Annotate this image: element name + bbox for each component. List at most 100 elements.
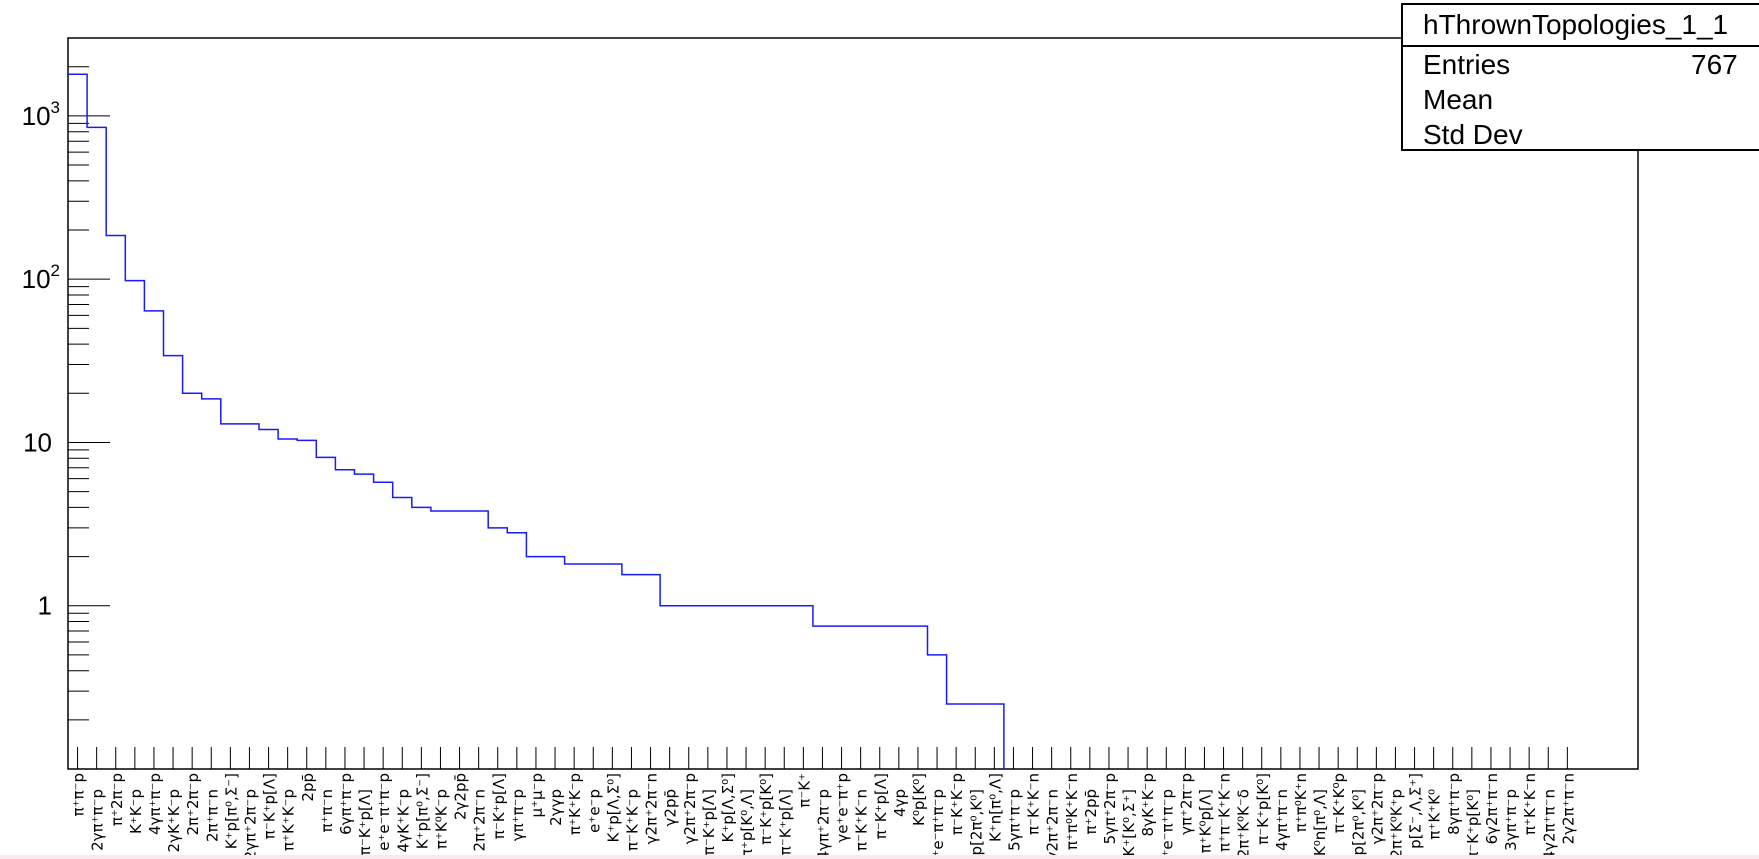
x-tick-label: π⁻K⁺K⁻p — [623, 789, 641, 851]
x-tick-label: e⁺e⁻p — [585, 789, 603, 833]
x-tick-label: π⁻K⁺K⁻n — [853, 789, 871, 851]
stats-label-stddev: Std Dev — [1423, 119, 1523, 150]
x-tick-label: 2pp̄ — [299, 773, 317, 802]
x-tick-label: π⁰K⁺[K⁰,Σ⁺] — [1120, 789, 1138, 859]
x-tick-label: γπ⁺2π⁻p — [1177, 773, 1195, 835]
x-tick-label: 6γπ⁺π⁻p — [337, 773, 355, 835]
x-tick-label: 4γπ⁺2π⁻p — [814, 789, 832, 859]
x-tick-label: 8γK⁺K⁻p — [1139, 773, 1157, 836]
x-tick-label: π⁺π⁻p — [70, 773, 88, 816]
x-tick-label: π⁻K⁺p[K⁰] — [1464, 789, 1482, 859]
y-tick-label: 103 — [22, 98, 60, 131]
x-tick-label: π⁻K⁺p[Λ] — [490, 773, 508, 839]
x-tick-label: e⁺e⁻π⁺π⁻p — [929, 789, 947, 859]
x-tick-label: π⁺π⁰K⁺n — [1292, 773, 1310, 832]
x-tick-label: 4γp — [891, 789, 909, 817]
x-tick-label: K⁺K⁻p — [127, 789, 145, 834]
x-tick-label: 2π⁺π⁻n — [203, 789, 221, 842]
x-tick-label: π⁺K⁺K⁰ — [1426, 789, 1444, 840]
stats-value-entries: 767 — [1691, 49, 1738, 80]
x-tick-label: K⁺p[Λ,Σ⁰] — [719, 773, 737, 843]
x-tick-label: π⁻K⁺p[K⁰] — [1254, 773, 1272, 845]
x-tick-label: K⁺p[π⁰,Σ⁻] — [222, 773, 240, 849]
x-tick-label: e⁺e⁻π⁺π⁻p — [1158, 789, 1176, 859]
x-tick-label: γ2π⁺2π⁻n — [643, 773, 661, 844]
x-tick-label: γ2pp̄ — [662, 789, 680, 826]
x-tick-label: 4γK⁺K⁻p — [394, 789, 412, 852]
plot-frame — [67, 37, 1639, 770]
x-axis-labels: π⁺π⁻p 2γπ⁺π⁻p π⁺2π⁻p K⁺K⁻p 4γπ⁺π⁻p 2γK⁺K⁻p 2π⁺… — [70, 773, 1578, 859]
x-tick-label: K⁺p[π⁰,Σ⁻] — [413, 773, 431, 849]
x-tick-label: π⁺K⁰p[Λ] — [1196, 789, 1214, 853]
x-tick-label: p[Σ⁻,Λ,Σ⁺] — [1407, 773, 1425, 849]
x-tick-label: 2γπ⁺2π⁻p — [241, 789, 259, 859]
x-tick-label: γ2π⁺2π⁻p — [1368, 773, 1386, 844]
x-tick-label: 5γπ⁺π⁻p — [1005, 789, 1023, 851]
x-tick-label: 2γγp — [547, 789, 565, 826]
x-tick-label: π⁺2pp̄ — [1082, 789, 1100, 835]
x-tick-label: K⁰n[π⁰,Λ] — [1311, 789, 1329, 856]
x-tick-label: π⁻K⁺K⁰p — [1330, 773, 1348, 833]
x-tick-label: p[2π⁰,K⁰] — [1349, 789, 1367, 855]
x-tick-label: 6γ2π⁺π⁻n — [1483, 773, 1501, 844]
x-tick-label: 8γπ⁺π⁻p — [1445, 773, 1463, 835]
x-tick-label: 2π⁺2π⁻n — [471, 789, 489, 852]
x-tick-label: π⁻K⁺K⁻n — [1025, 773, 1043, 835]
x-tick-label: 2π⁺2π⁻p — [184, 773, 202, 836]
x-tick-label: 3γπ⁺π⁻p — [1502, 789, 1520, 851]
y-axis-ticks — [68, 37, 110, 770]
x-tick-label: K⁺n[π⁰,Λ] — [986, 773, 1004, 842]
x-tick-label: γe⁺e⁻π⁺p — [834, 773, 852, 843]
x-tick-label: π⁺π⁻n — [318, 789, 336, 832]
x-tick-label: π⁻K⁺p[Λ] — [776, 789, 794, 855]
stats-row-mean: Mean — [1403, 82, 1759, 117]
x-tick-label: 2π⁺K⁰K⁺p — [1387, 789, 1405, 859]
x-tick-label: 4γπ⁺π⁻n — [1273, 789, 1291, 851]
x-tick-label: 2π⁺K⁰K⁻δ — [1235, 789, 1253, 858]
x-tick-label: π⁻K⁺ — [795, 773, 813, 808]
x-tick-label: γ2π⁺2π⁻p — [681, 773, 699, 844]
x-tick-label: π⁻K⁺p[K⁰] — [757, 773, 775, 845]
x-tick-label: π⁺π⁻K⁺K⁻n — [1216, 773, 1234, 852]
stats-label-entries: Entries — [1423, 49, 1511, 80]
x-tick-label: π⁻K⁺p[Λ] — [261, 773, 279, 839]
stats-row-entries: Entries 767 — [1403, 47, 1759, 82]
window-bottom-strip — [0, 855, 1759, 859]
x-tick-label: π⁺K⁺K⁻p — [280, 789, 298, 851]
y-tick-label: 10 — [23, 427, 52, 457]
x-tick-label: 2γπ⁺π⁻p — [89, 789, 107, 851]
x-tick-label: π⁺K⁰K⁻p — [432, 789, 450, 849]
x-tick-label: 5γπ⁺2π⁻p — [1101, 773, 1119, 844]
x-tick-label: π⁻K⁺p[Λ] — [700, 789, 718, 855]
x-tick-label: p[2π⁰,K⁰] — [967, 789, 985, 855]
stats-title: hThrownTopologies_1_1 — [1403, 5, 1759, 47]
x-tick-label: 4γπ⁺π⁻p — [146, 773, 164, 835]
stats-box: hThrownTopologies_1_1 Entries 767 Mean S… — [1401, 3, 1759, 151]
x-tick-label: π⁻K⁺p[Λ] — [872, 773, 890, 839]
x-tick-label: π⁺p[K⁰,Λ] — [738, 789, 756, 858]
x-tick-label: π⁺K⁺K⁻n — [1521, 773, 1539, 835]
x-tick-label: γπ⁺π⁻p — [509, 789, 527, 841]
x-tick-label: π⁻K⁺p[Λ] — [356, 789, 374, 855]
y-tick-label: 102 — [22, 261, 60, 294]
x-tick-label: e⁺e⁻π⁺π⁻p — [375, 773, 393, 851]
y-tick-label: 1 — [38, 591, 52, 621]
x-tick-label: γ2π⁺2π⁻n — [1044, 789, 1062, 859]
x-tick-label: π⁺K⁺K⁻p — [566, 773, 584, 835]
x-tick-label: K⁺p[Λ,Σ⁰] — [604, 773, 622, 843]
stats-row-stddev: Std Dev — [1403, 117, 1759, 152]
x-tick-label: π⁻K⁺K⁻p — [948, 773, 966, 835]
x-tick-label: 2γK⁺K⁻p — [165, 789, 183, 852]
x-tick-label: π⁺π⁰K⁺K⁻n — [1063, 773, 1081, 850]
x-tick-label: π⁺2π⁻p — [108, 773, 126, 826]
x-tick-label: 2γ2π⁺π⁻n — [1559, 773, 1577, 844]
histogram-series-line — [68, 73, 1005, 769]
x-axis-ticks — [77, 747, 1568, 769]
x-tick-label: μ⁺μ⁻p — [528, 773, 546, 817]
x-tick-label: 4γ2π⁺π⁻n — [1540, 789, 1558, 859]
x-tick-label: 2γ2pp̄ — [452, 773, 470, 820]
x-tick-label: K⁰p[K⁰] — [910, 773, 928, 826]
stats-label-mean: Mean — [1423, 84, 1494, 115]
